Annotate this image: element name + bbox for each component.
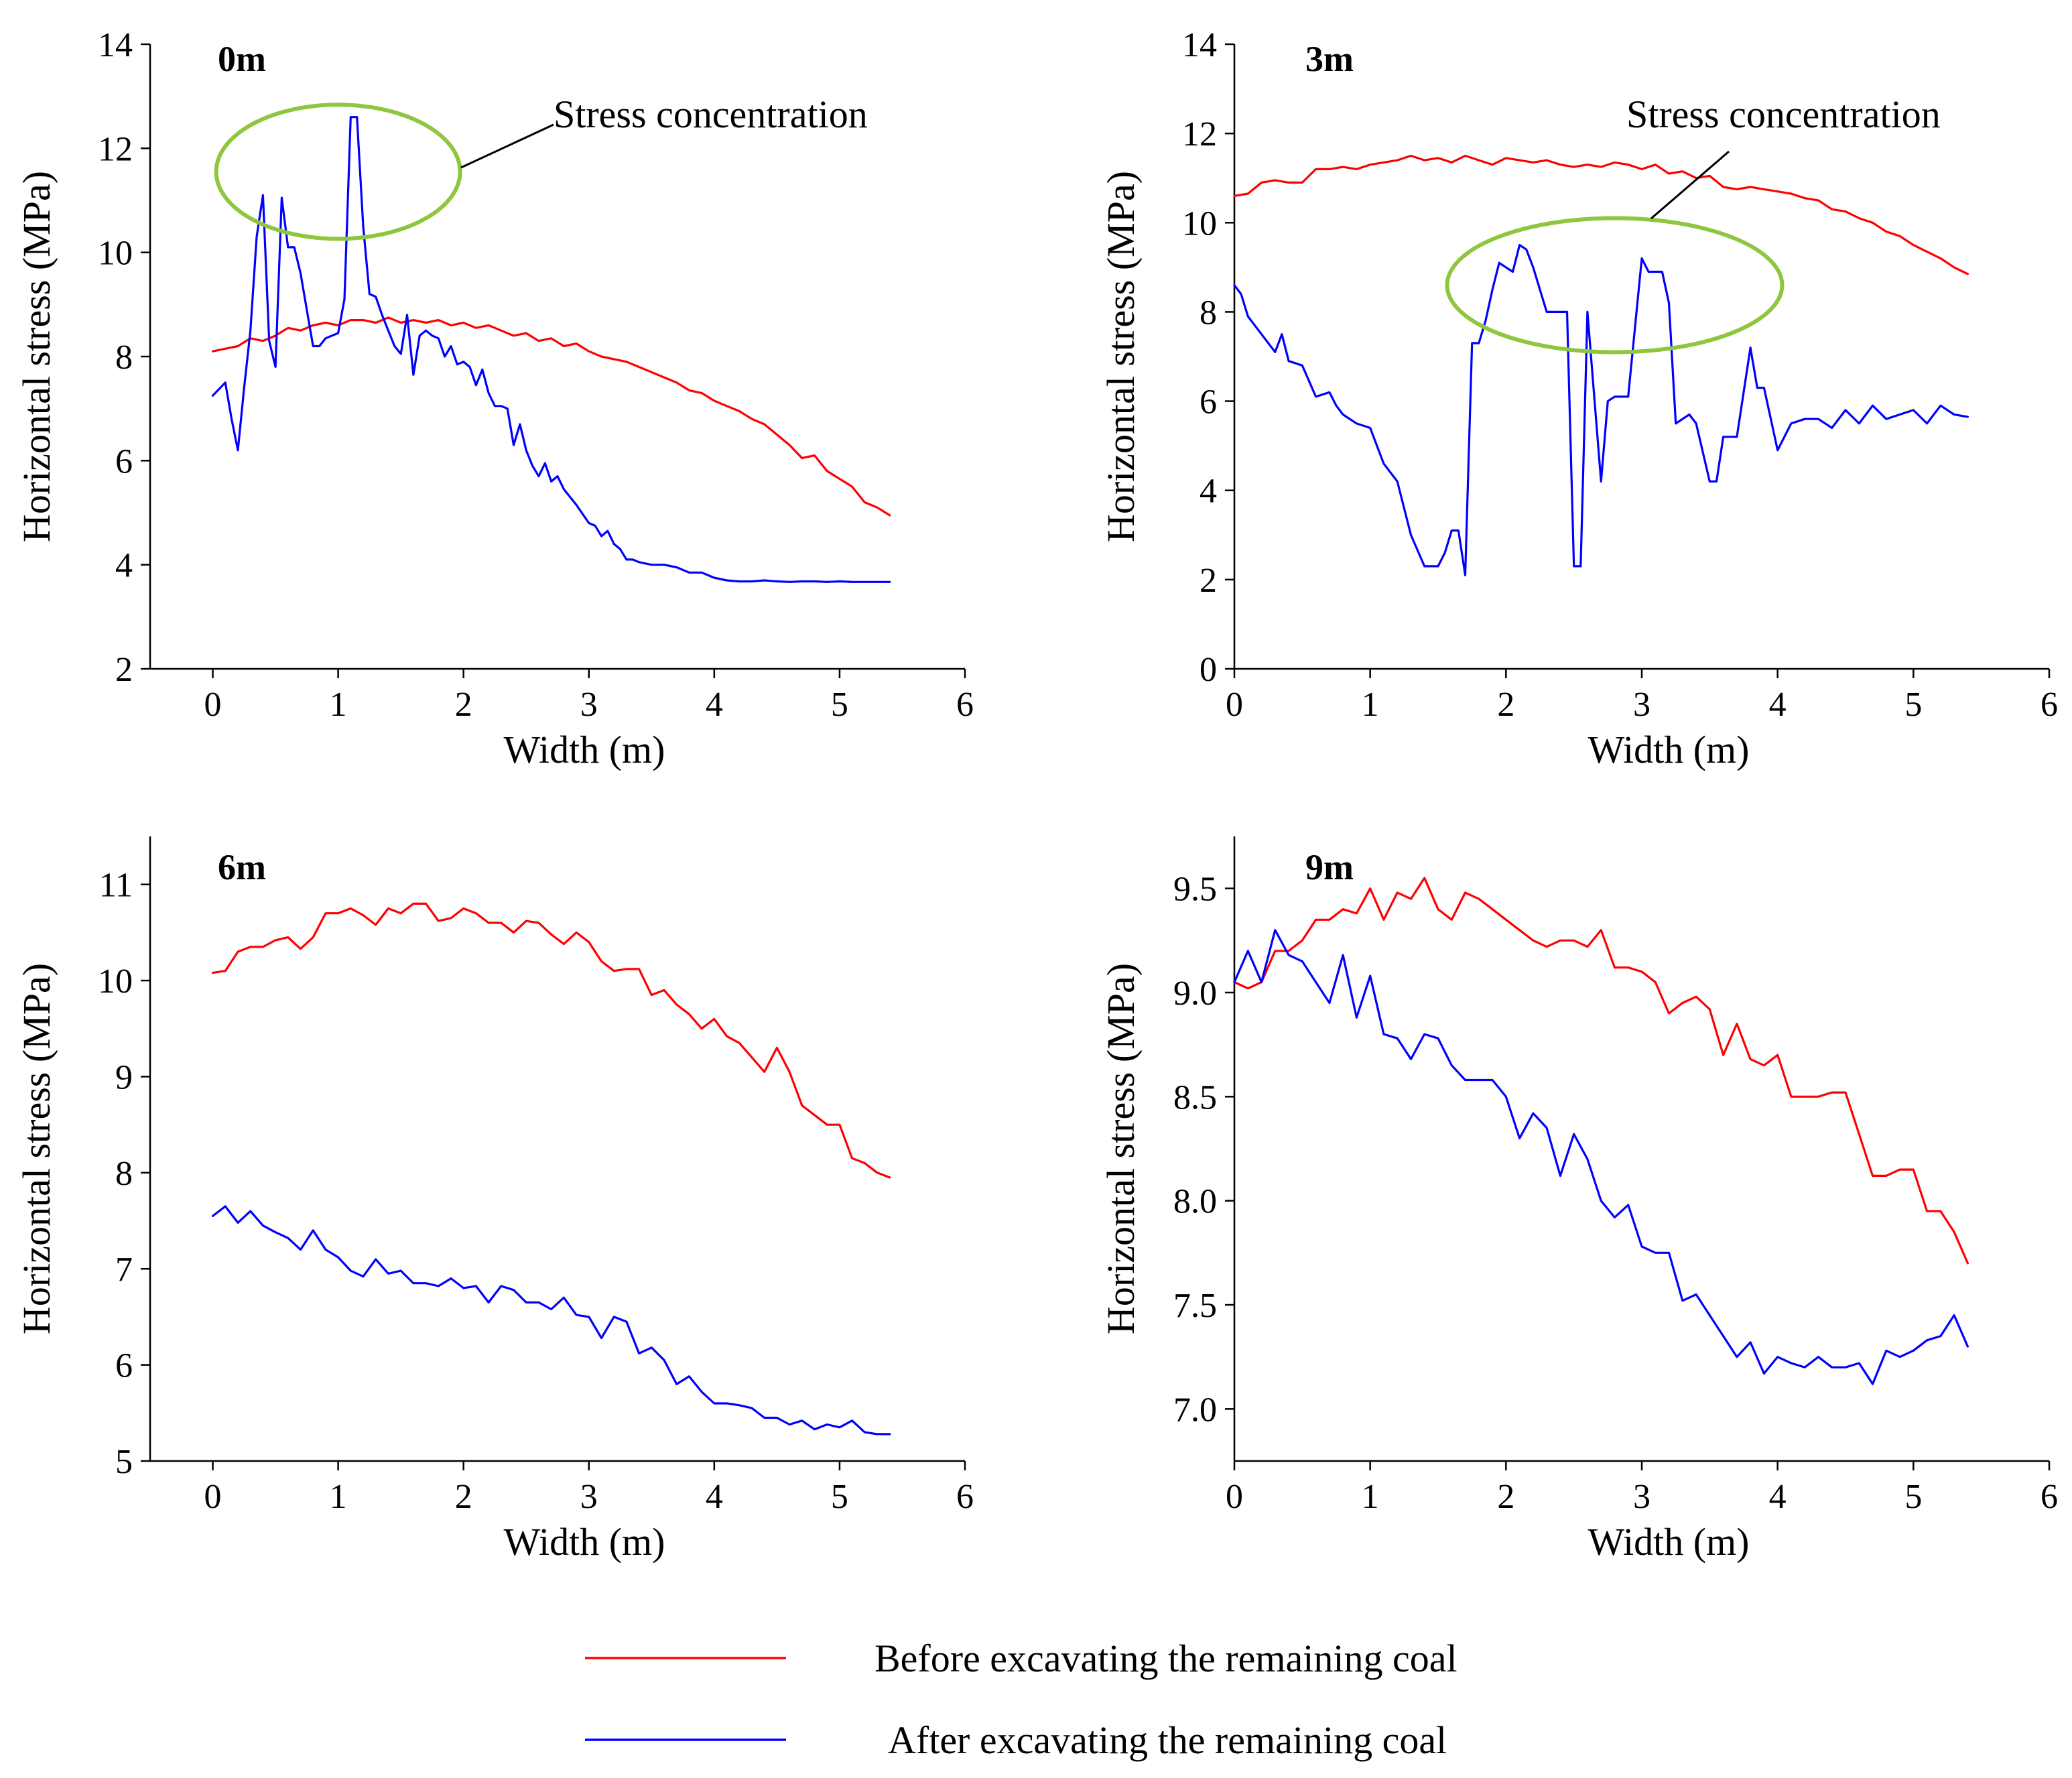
y-tick-label: 10: [98, 962, 133, 1001]
x-tick-label: 5: [1904, 1478, 1922, 1516]
x-tick-label: 3: [580, 1478, 598, 1516]
panel-label: 6m: [218, 847, 266, 887]
y-tick-label: 7.5: [1173, 1287, 1217, 1325]
legend: Before excavating the remaining coal Aft…: [585, 1637, 1458, 1762]
y-tick-label: 6: [115, 1347, 133, 1385]
x-axis-title: Width (m): [1588, 728, 1750, 771]
x-tick-label: 4: [1769, 686, 1787, 724]
x-tick-label: 0: [1226, 1478, 1243, 1516]
y-tick-label: 9: [115, 1058, 133, 1096]
x-tick-label: 6: [2041, 1478, 2058, 1516]
y-tick-label: 9.5: [1173, 871, 1217, 909]
legend-label-before: Before excavating the remaining coal: [875, 1637, 1458, 1680]
y-tick-label: 12: [98, 130, 133, 168]
y-tick-label: 2: [1200, 562, 1217, 600]
y-tick-label: 7.0: [1173, 1391, 1217, 1429]
x-tick-label: 5: [1904, 686, 1922, 724]
x-tick-label: 6: [956, 686, 974, 724]
panel-label: 3m: [1305, 39, 1354, 79]
y-axis-title: Horizontal stress (MPa): [1099, 171, 1143, 542]
x-tick-label: 0: [204, 1478, 222, 1516]
y-tick-label: 8.5: [1173, 1078, 1217, 1117]
x-tick-label: 1: [330, 686, 347, 724]
y-axis-title: Horizontal stress (MPa): [15, 963, 58, 1334]
x-tick-label: 2: [1497, 686, 1514, 724]
y-tick-label: 8: [115, 1155, 133, 1193]
x-axis-title: Width (m): [1588, 1520, 1750, 1564]
x-axis-title: Width (m): [504, 728, 665, 771]
y-tick-label: 10: [1182, 204, 1217, 243]
y-tick-label: 4: [115, 547, 133, 585]
x-tick-label: 3: [580, 686, 598, 724]
annotation-text: Stress concentration: [1626, 92, 1941, 136]
annotation-leader: [1650, 150, 1730, 220]
y-tick-label: 8: [1200, 294, 1217, 332]
x-tick-label: 2: [455, 1478, 472, 1516]
y-tick-label: 12: [1182, 115, 1217, 153]
panel-label: 9m: [1305, 847, 1354, 887]
annotation-ellipse: [1445, 216, 1785, 355]
annotation-leader: [460, 123, 554, 169]
y-tick-label: 5: [115, 1443, 133, 1481]
x-axis-title: Width (m): [504, 1520, 665, 1564]
x-tick-label: 5: [831, 686, 848, 724]
x-tick-label: 6: [2041, 686, 2058, 724]
series-line-before: [1233, 154, 1969, 275]
x-tick-label: 5: [831, 1478, 848, 1516]
x-tick-label: 2: [1497, 1478, 1514, 1516]
y-axis-title: Horizontal stress (MPa): [1099, 963, 1143, 1334]
y-tick-label: 0: [1200, 651, 1217, 689]
x-tick-label: 0: [1226, 686, 1243, 724]
y-tick-label: 11: [99, 867, 133, 905]
x-tick-label: 0: [204, 686, 222, 724]
x-tick-label: 3: [1633, 1478, 1650, 1516]
x-tick-label: 4: [1769, 1478, 1787, 1516]
y-tick-label: 14: [1182, 26, 1217, 64]
series-line-after: [211, 116, 891, 583]
x-tick-label: 6: [956, 1478, 974, 1516]
y-tick-label: 6: [115, 442, 133, 481]
x-tick-label: 2: [455, 686, 472, 724]
legend-label-after: After excavating the remaining coal: [888, 1718, 1447, 1762]
series-line-before: [211, 316, 891, 517]
y-tick-label: 4: [1200, 472, 1217, 511]
x-tick-label: 1: [1362, 686, 1379, 724]
y-tick-label: 2: [115, 651, 133, 689]
y-tick-label: 8.0: [1173, 1183, 1217, 1221]
x-tick-label: 3: [1633, 686, 1650, 724]
y-tick-label: 8: [115, 338, 133, 377]
y-tick-label: 14: [98, 26, 133, 64]
x-tick-label: 4: [706, 1478, 723, 1516]
x-tick-label: 1: [330, 1478, 347, 1516]
y-tick-label: 7: [115, 1251, 133, 1289]
y-tick-label: 9.0: [1173, 974, 1217, 1013]
x-tick-label: 4: [706, 686, 723, 724]
series-line-before: [211, 902, 891, 1179]
series-line-after: [211, 1205, 891, 1436]
x-tick-label: 1: [1362, 1478, 1379, 1516]
annotation-text: Stress concentration: [554, 92, 868, 136]
series-line-after: [1233, 929, 1969, 1385]
y-axis-title: Horizontal stress (MPa): [15, 171, 58, 542]
panel-label: 0m: [218, 39, 266, 79]
chart-6m: 0 1 2 3 4 5 6 5 6 7 8 9 10 11 Width (m) Horizontal stre…: [15, 836, 974, 1564]
y-tick-label: 6: [1200, 383, 1217, 422]
y-tick-label: 10: [98, 235, 133, 273]
series-line-before: [1233, 877, 1969, 1265]
series-line-after: [1233, 244, 1969, 576]
annotation-ellipse: [214, 103, 462, 241]
chart-9m: 0 1 2 3 4 5 6 7.0 7.5 8.0 8.5 9.0 9.5 Width (m) Horizo…: [1099, 836, 2058, 1564]
